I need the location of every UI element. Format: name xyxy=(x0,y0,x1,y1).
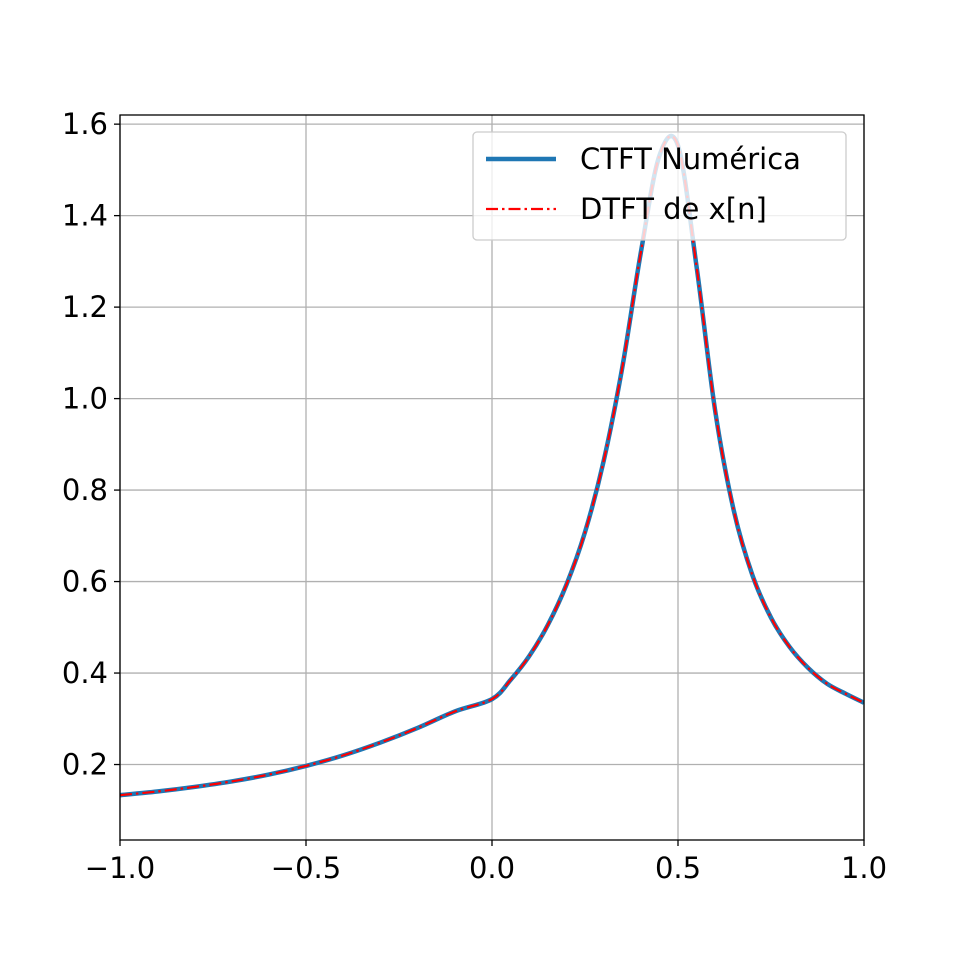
legend-box xyxy=(472,131,847,241)
x-tick-label: 1.0 xyxy=(841,851,887,885)
y-tick-label: 0.4 xyxy=(62,656,108,690)
y-tick-label: 1.2 xyxy=(62,290,108,324)
legend: CTFT Numérica DTFT de x[n] xyxy=(472,131,847,241)
y-tick-label: 1.6 xyxy=(62,107,108,141)
y-tick-label: 1.0 xyxy=(62,382,108,416)
x-tick-label: 0.0 xyxy=(469,851,515,885)
legend-label-dtft: DTFT de x[n] xyxy=(580,192,767,226)
axis-ticks: −1.0 −0.5 0.0 0.5 1.0 0.2 0.4 0.6 0.8 1.0 1.2 1.4 1.… xyxy=(62,107,887,885)
x-tick-label: 0.5 xyxy=(655,851,701,885)
x-tick-label: −0.5 xyxy=(271,851,341,885)
series-layer xyxy=(120,133,864,798)
y-tick-label: 0.8 xyxy=(62,473,108,507)
legend-label-ctft: CTFT Numérica xyxy=(580,142,801,176)
y-tick-label: 0.6 xyxy=(62,565,108,599)
y-tick-label: 0.2 xyxy=(62,748,108,782)
x-tick-label: −1.0 xyxy=(85,851,155,885)
series-line-dtft xyxy=(120,134,864,797)
y-tick-label: 1.4 xyxy=(62,199,108,233)
